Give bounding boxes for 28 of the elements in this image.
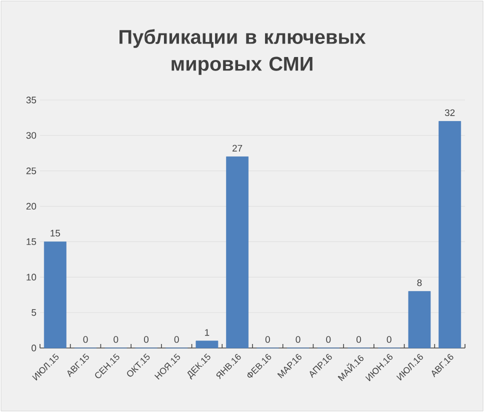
bar [44,242,66,348]
data-label: 0 [265,336,270,343]
data-label: 8 [417,279,422,286]
data-label: 1 [205,329,210,336]
y-tick-label: 20 [26,202,36,210]
data-label: 0 [83,336,88,343]
bar [408,291,431,348]
data-label: 27 [232,144,242,152]
data-label: 0 [114,336,118,343]
y-tick-label: 15 [26,238,36,246]
data-label: 0 [326,336,331,343]
y-tick-label: 35 [26,96,36,104]
bar [438,121,462,348]
y-tick-label: 5 [32,309,36,316]
y-tick-label: 10 [26,274,36,280]
chart-title: Публикации в ключевых мировых СМИ [120,29,366,75]
y-tick-label: 0 [32,344,36,352]
y-tick-label: 30 [26,132,36,139]
data-label: 0 [386,336,392,343]
data-label: 0 [144,336,149,343]
data-label: 15 [50,230,60,237]
data-label: 0 [174,336,179,343]
data-label: 32 [444,109,455,116]
data-label: 0 [296,336,300,343]
data-label: 0 [356,336,362,343]
bar [196,340,218,348]
y-tick-label: 25 [26,168,36,174]
bar [226,156,249,348]
